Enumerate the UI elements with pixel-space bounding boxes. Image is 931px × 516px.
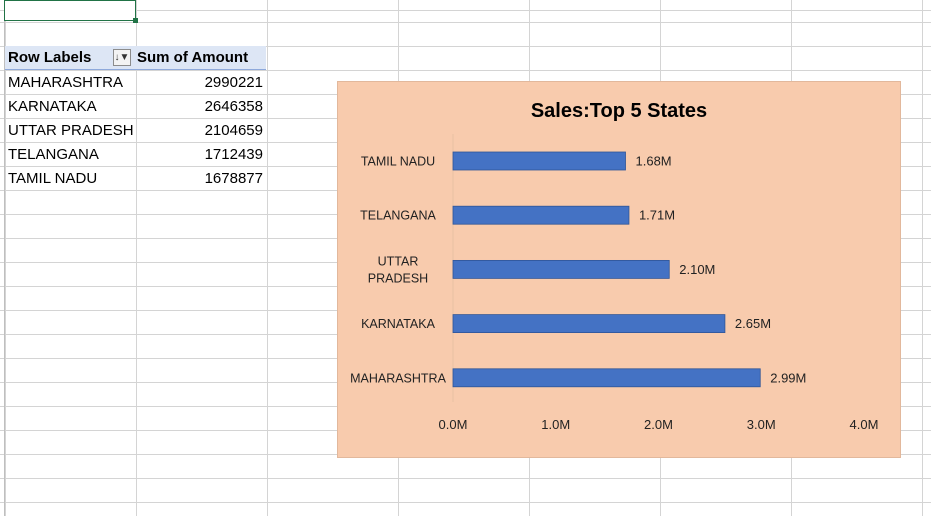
data-label: 1.68M: [636, 154, 672, 169]
pivot-row[interactable]: UTTAR PRADESH 2104659: [5, 118, 266, 142]
sheet-left-border: [4, 0, 5, 516]
pivot-row-value: 2646358: [204, 97, 263, 115]
bar[interactable]: [452, 368, 761, 388]
data-label: 2.10M: [679, 262, 715, 277]
selected-cell[interactable]: [4, 0, 138, 23]
filter-dropdown-icon[interactable]: ↓▼: [113, 49, 131, 66]
category-label: TAMIL NADU: [361, 155, 435, 169]
pivot-table: Row Labels ↓▼ Sum of Amount MAHARASHTRA …: [5, 46, 266, 190]
x-tick-label: 0.0M: [439, 417, 468, 432]
x-tick-label: 3.0M: [747, 417, 776, 432]
pivot-row[interactable]: TAMIL NADU 1678877: [5, 166, 266, 190]
pivot-row-value: 2104659: [204, 121, 263, 139]
pivot-row[interactable]: MAHARASHTRA 2990221: [5, 70, 266, 94]
pivot-row[interactable]: KARNATAKA 2646358: [5, 94, 266, 118]
x-tick-label: 2.0M: [644, 417, 673, 432]
sales-chart[interactable]: Sales:Top 5 States TAMIL NADU 1.68M TELANG…: [337, 81, 901, 458]
pivot-row[interactable]: TELANGANA 1712439: [5, 142, 266, 166]
pivot-row-value: 1678877: [204, 169, 263, 187]
category-label: MAHARASHTRA: [350, 371, 447, 385]
data-label: 2.99M: [770, 370, 806, 385]
pivot-row-label: KARNATAKA: [8, 97, 97, 115]
row-labels-header: Row Labels: [8, 49, 92, 66]
pivot-row-label: UTTAR PRADESH: [8, 121, 134, 139]
pivot-row-label: MAHARASHTRA: [8, 73, 124, 91]
category-label: KARNATAKA: [361, 317, 436, 331]
pivot-row-label: TAMIL NADU: [8, 169, 98, 187]
x-tick-label: 4.0M: [850, 417, 879, 432]
chart-title: Sales:Top 5 States: [531, 100, 707, 122]
x-tick-label: 1.0M: [541, 417, 570, 432]
pivot-row-label: TELANGANA: [8, 145, 99, 163]
sum-of-amount-header: Sum of Amount: [137, 49, 249, 66]
pivot-row-value: 1712439: [204, 145, 263, 163]
bar[interactable]: [452, 259, 670, 279]
data-label: 2.65M: [735, 316, 771, 331]
chart-svg: Sales:Top 5 States TAMIL NADU 1.68M TELANG…: [350, 100, 879, 432]
bar[interactable]: [452, 205, 630, 225]
pivot-header: Row Labels ↓▼ Sum of Amount: [5, 46, 266, 70]
category-label: TELANGANA: [360, 209, 436, 223]
fill-handle[interactable]: [133, 18, 138, 23]
bar[interactable]: [452, 314, 726, 334]
bar[interactable]: [452, 151, 626, 171]
pivot-row-value: 2990221: [204, 73, 263, 91]
category-label: UTTAR PRADESH: [368, 254, 428, 285]
data-label: 1.71M: [639, 208, 675, 223]
